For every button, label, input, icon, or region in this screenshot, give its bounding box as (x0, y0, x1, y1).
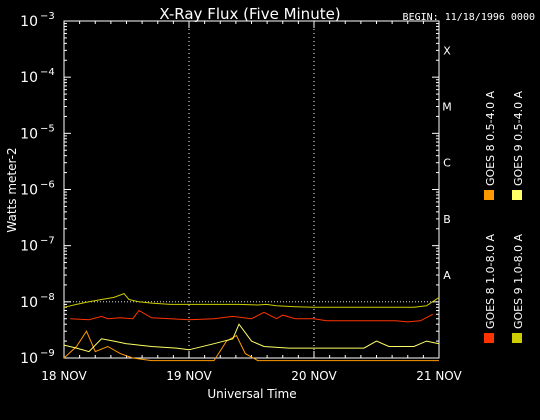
y-tick-label: 10 (20, 351, 38, 367)
legend-swatch (484, 333, 494, 343)
y-tick-exponent: −9 (40, 348, 55, 359)
y-tick-exponent: −8 (40, 292, 55, 303)
legend-swatch (512, 190, 522, 200)
y-axis-ticks: 10−310−410−510−610−710−810−9 (20, 11, 439, 367)
y-tick-exponent: −4 (40, 67, 55, 78)
series-line (63, 323, 440, 353)
x-tick-label: 19 NOV (166, 369, 212, 383)
x-tick-label: 20 NOV (291, 369, 337, 383)
flare-class-label: M (442, 101, 452, 114)
y-axis-label: Watts meter-2 (5, 147, 19, 232)
y-tick-label: 10 (20, 14, 38, 30)
flare-class-label: X (443, 44, 451, 57)
x-tick-label: 21 NOV (416, 369, 462, 383)
y-tick-exponent: −6 (40, 180, 55, 191)
legend: GOES 8 1.0-8.0 A GOES 8 0.5-4.0 A GOES 9 1… (484, 90, 525, 343)
legend-label: GOES 8 1.0-8.0 A (484, 233, 497, 329)
legend-swatch (484, 190, 494, 200)
begin-date-label: BEGIN: 11/18/1996 0000 (403, 12, 535, 23)
flare-class-labels: X M C B A (442, 44, 452, 282)
legend-label: GOES 9 0.5-4.0 A (512, 90, 525, 186)
legend-label: GOES 8 0.5-4.0 A (484, 90, 497, 186)
chart-title: X-Ray Flux (Five Minute) (159, 5, 340, 23)
flare-class-label: B (443, 213, 451, 226)
flare-class-label: A (443, 269, 451, 282)
series-line (63, 293, 440, 308)
y-tick-exponent: −5 (40, 123, 55, 134)
series-line (70, 309, 434, 323)
flare-class-label: C (443, 157, 451, 170)
y-tick-exponent: −3 (40, 11, 55, 22)
x-tick-label: 18 NOV (41, 369, 87, 383)
flux-series (63, 293, 440, 362)
x-axis-label: Universal Time (207, 387, 296, 401)
legend-label: GOES 9 1.0-8.0 A (512, 233, 525, 329)
y-tick-exponent: −7 (40, 236, 55, 247)
series-line (63, 330, 439, 362)
y-tick-label: 10 (20, 70, 38, 86)
y-tick-label: 10 (20, 126, 38, 142)
legend-swatch (512, 333, 522, 343)
x-axis-ticks: 18 NOV 19 NOV 20 NOV 21 NOV (41, 21, 463, 383)
y-tick-label: 10 (20, 295, 38, 311)
y-tick-label: 10 (20, 183, 38, 199)
y-tick-label: 10 (20, 239, 38, 255)
